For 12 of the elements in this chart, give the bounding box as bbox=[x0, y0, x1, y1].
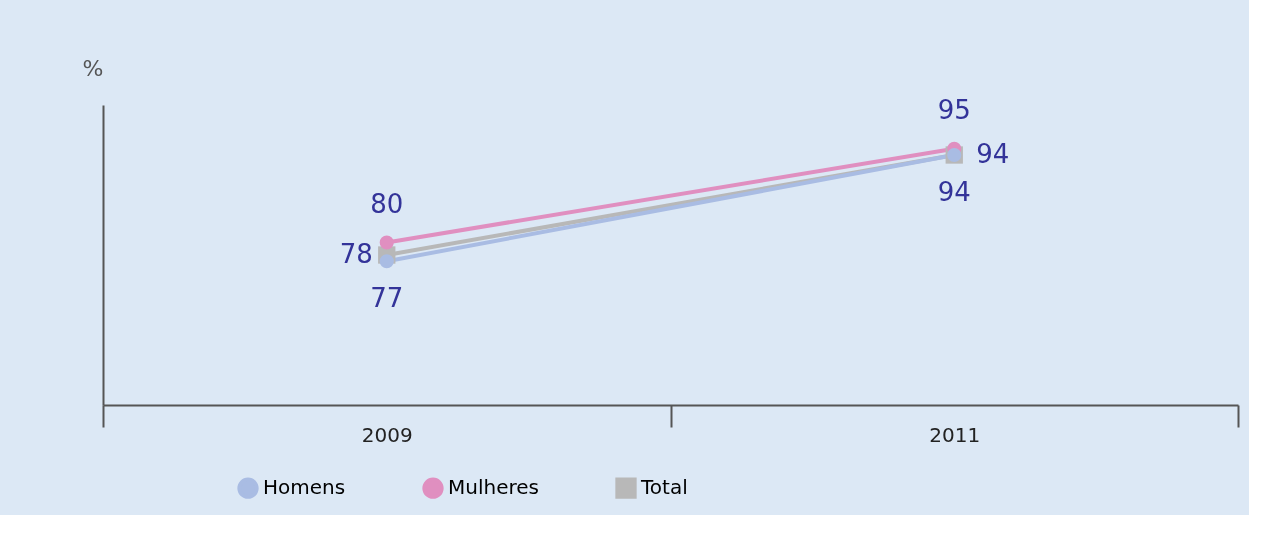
data-label: 94 bbox=[976, 139, 1010, 169]
data-label: 94 bbox=[937, 177, 971, 207]
data-label: 95 bbox=[937, 94, 971, 125]
y-axis-title: % bbox=[82, 55, 104, 81]
data-label: 78 bbox=[339, 239, 373, 269]
data-label: 77 bbox=[370, 283, 404, 314]
legend-label: Homens bbox=[263, 475, 346, 500]
x-tick-label: 2011 bbox=[929, 422, 981, 447]
legend-label: Total bbox=[640, 475, 688, 500]
x-tick-label: 2009 bbox=[361, 422, 413, 447]
data-label: 80 bbox=[370, 188, 404, 219]
legend-label: Mulheres bbox=[448, 475, 539, 500]
